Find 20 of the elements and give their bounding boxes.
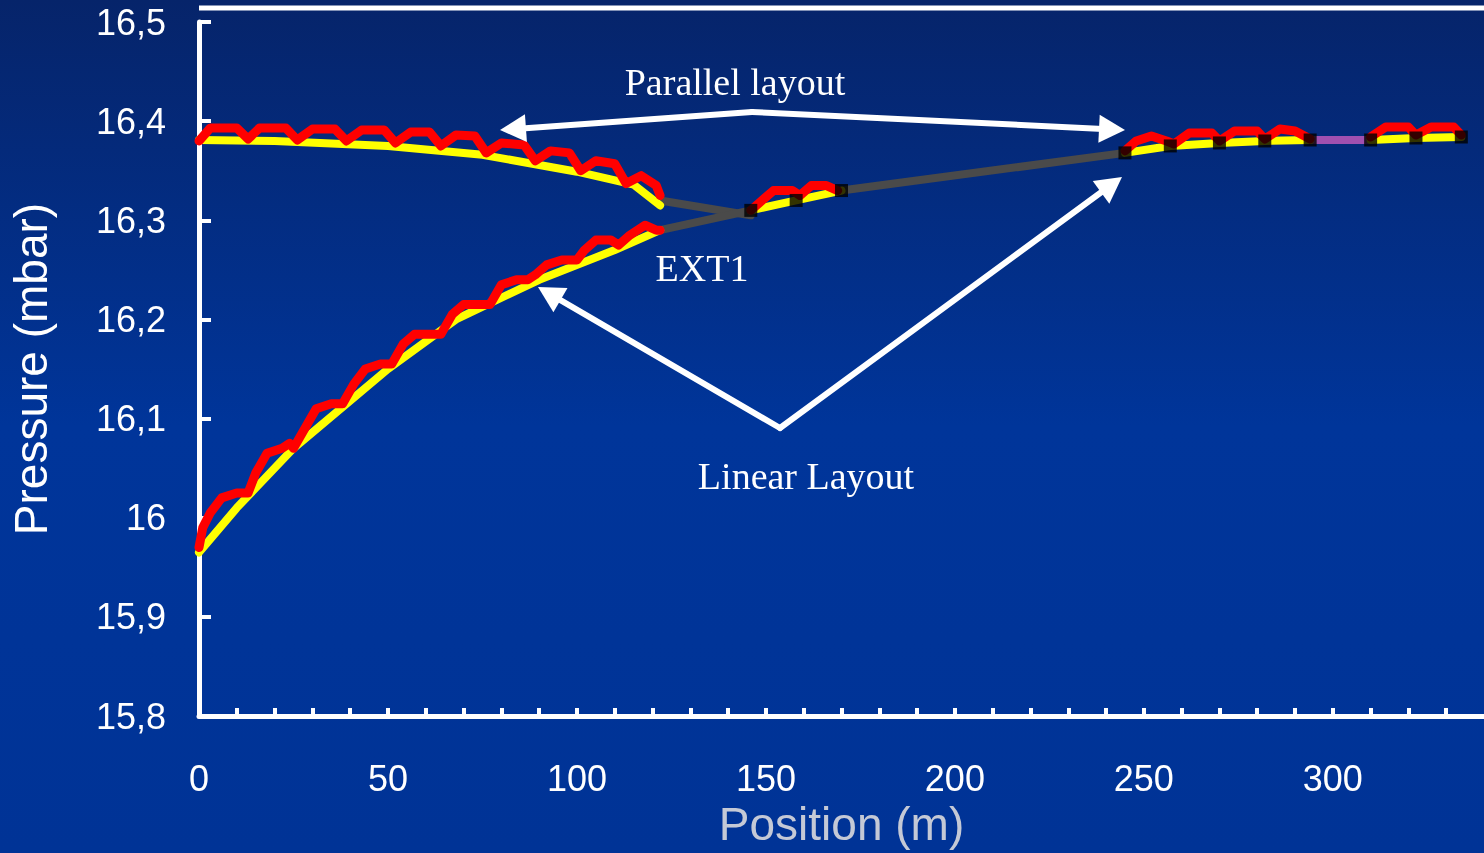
x-tick-label: 0 [188, 757, 210, 799]
x-tick-label: 150 [735, 757, 796, 799]
y-tick-label: 16,5 [95, 1, 166, 43]
annotation: Linear Layout [697, 455, 915, 497]
y-tick-label: 16,1 [95, 398, 166, 440]
y-tick-label: 16,2 [95, 298, 166, 340]
x-tick-label: 200 [924, 757, 985, 799]
y-tick-label: 15,9 [95, 596, 166, 638]
x-tick-label: 250 [1113, 757, 1174, 799]
x-tick-label: 100 [546, 757, 607, 799]
y-tick-label: 16 [125, 497, 166, 539]
annotation: Parallel layout [624, 61, 846, 103]
x-tick-label: 300 [1302, 757, 1363, 799]
x-axis-title: Position (m) [718, 797, 965, 850]
y-axis-title: Pressure (mbar) [5, 202, 57, 536]
y-tick-label: 16,4 [95, 100, 166, 142]
x-tick-label: 50 [367, 757, 408, 799]
annotation: EXT1 [655, 247, 749, 289]
y-tick-label: 16,3 [95, 199, 166, 241]
y-tick-label: 15,8 [95, 695, 166, 737]
